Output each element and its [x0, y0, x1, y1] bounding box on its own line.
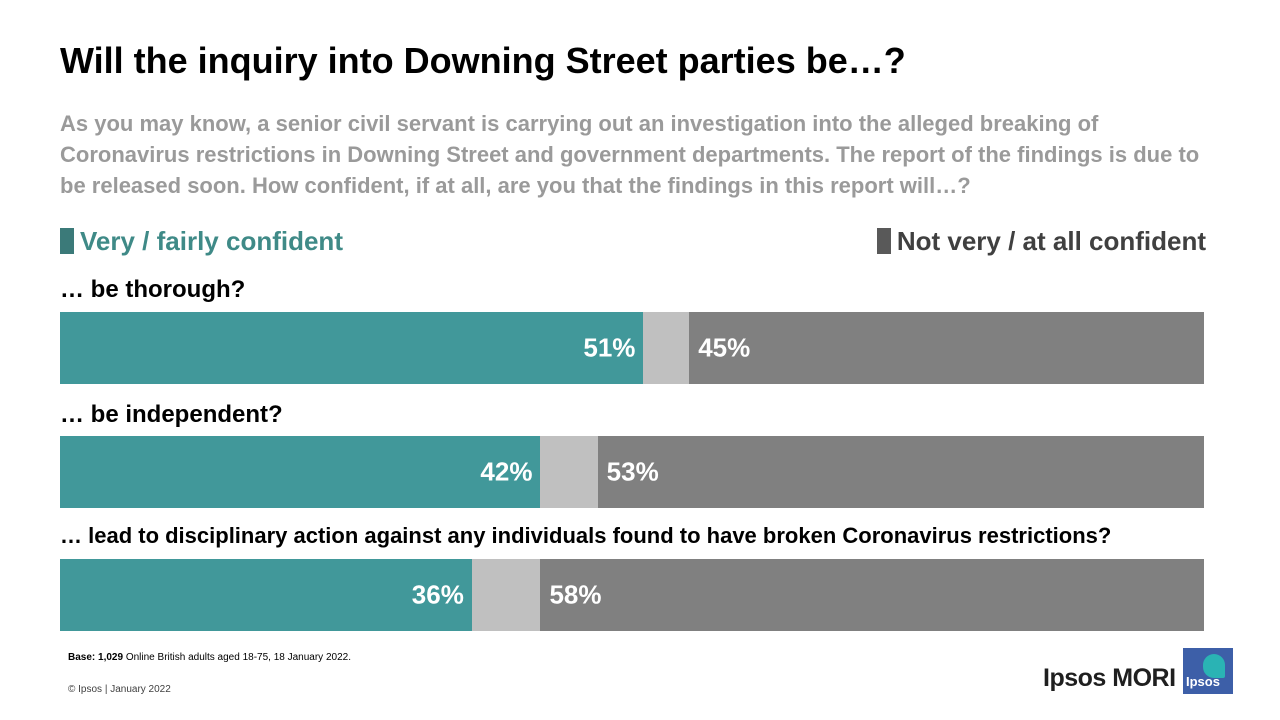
- bar-segment-confident: 36%: [60, 559, 472, 631]
- ipsos-logo: Ipsos: [1183, 648, 1233, 694]
- stacked-bar: 42% 53%: [60, 436, 1204, 508]
- data-label-not-confident: 58%: [549, 579, 602, 610]
- legend-label-negative: Not very / at all confident: [896, 225, 1206, 256]
- copyright: © Ipsos | January 2022: [68, 684, 171, 695]
- question-label: … be thorough?: [60, 276, 246, 303]
- data-label-confident: 36%: [411, 579, 464, 610]
- legend-positive: Very / fairly confident: [60, 226, 343, 256]
- data-label-not-confident: 53%: [606, 456, 659, 487]
- legend-label-positive: Very / fairly confident: [80, 225, 343, 256]
- legend-swatch-positive: [60, 228, 74, 254]
- stacked-bar: 51% 45%: [60, 312, 1204, 384]
- page-title: Will the inquiry into Downing Street par…: [60, 40, 906, 81]
- brand-name: Ipsos MORI: [1043, 664, 1176, 692]
- base-count: 1,029: [98, 652, 124, 663]
- base-description: Online British adults aged 18-75, 18 Jan…: [123, 652, 351, 663]
- bar-segment-confident: 51%: [60, 312, 644, 384]
- bar-segment-confident: 42%: [60, 436, 541, 508]
- bar-segment-not-confident: 53%: [597, 436, 1204, 508]
- legend-swatch-negative: [876, 228, 891, 254]
- data-label-confident: 42%: [480, 456, 533, 487]
- logo-text: Ipsos: [1186, 674, 1220, 689]
- data-label-confident: 51%: [583, 332, 636, 363]
- bar-segment-other: [643, 312, 690, 384]
- bar-segment-other: [471, 559, 541, 631]
- question-label: … lead to disciplinary action against an…: [60, 523, 1112, 548]
- bar-segment-not-confident: 58%: [540, 559, 1204, 631]
- stacked-bar: 36% 58%: [60, 559, 1204, 631]
- bar-segment-other: [540, 436, 598, 508]
- question-label: … be independent?: [60, 401, 283, 428]
- question-text: As you may know, a senior civil servant …: [60, 111, 1200, 198]
- base-label: Base:: [68, 652, 96, 663]
- logo-mark-icon: [1203, 654, 1225, 678]
- data-label-not-confident: 45%: [698, 332, 751, 363]
- bar-segment-not-confident: 45%: [689, 312, 1204, 384]
- base-note: Base: 1,029 Online British adults aged 1…: [68, 652, 351, 663]
- legend-negative: Not very / at all confident: [876, 225, 1206, 256]
